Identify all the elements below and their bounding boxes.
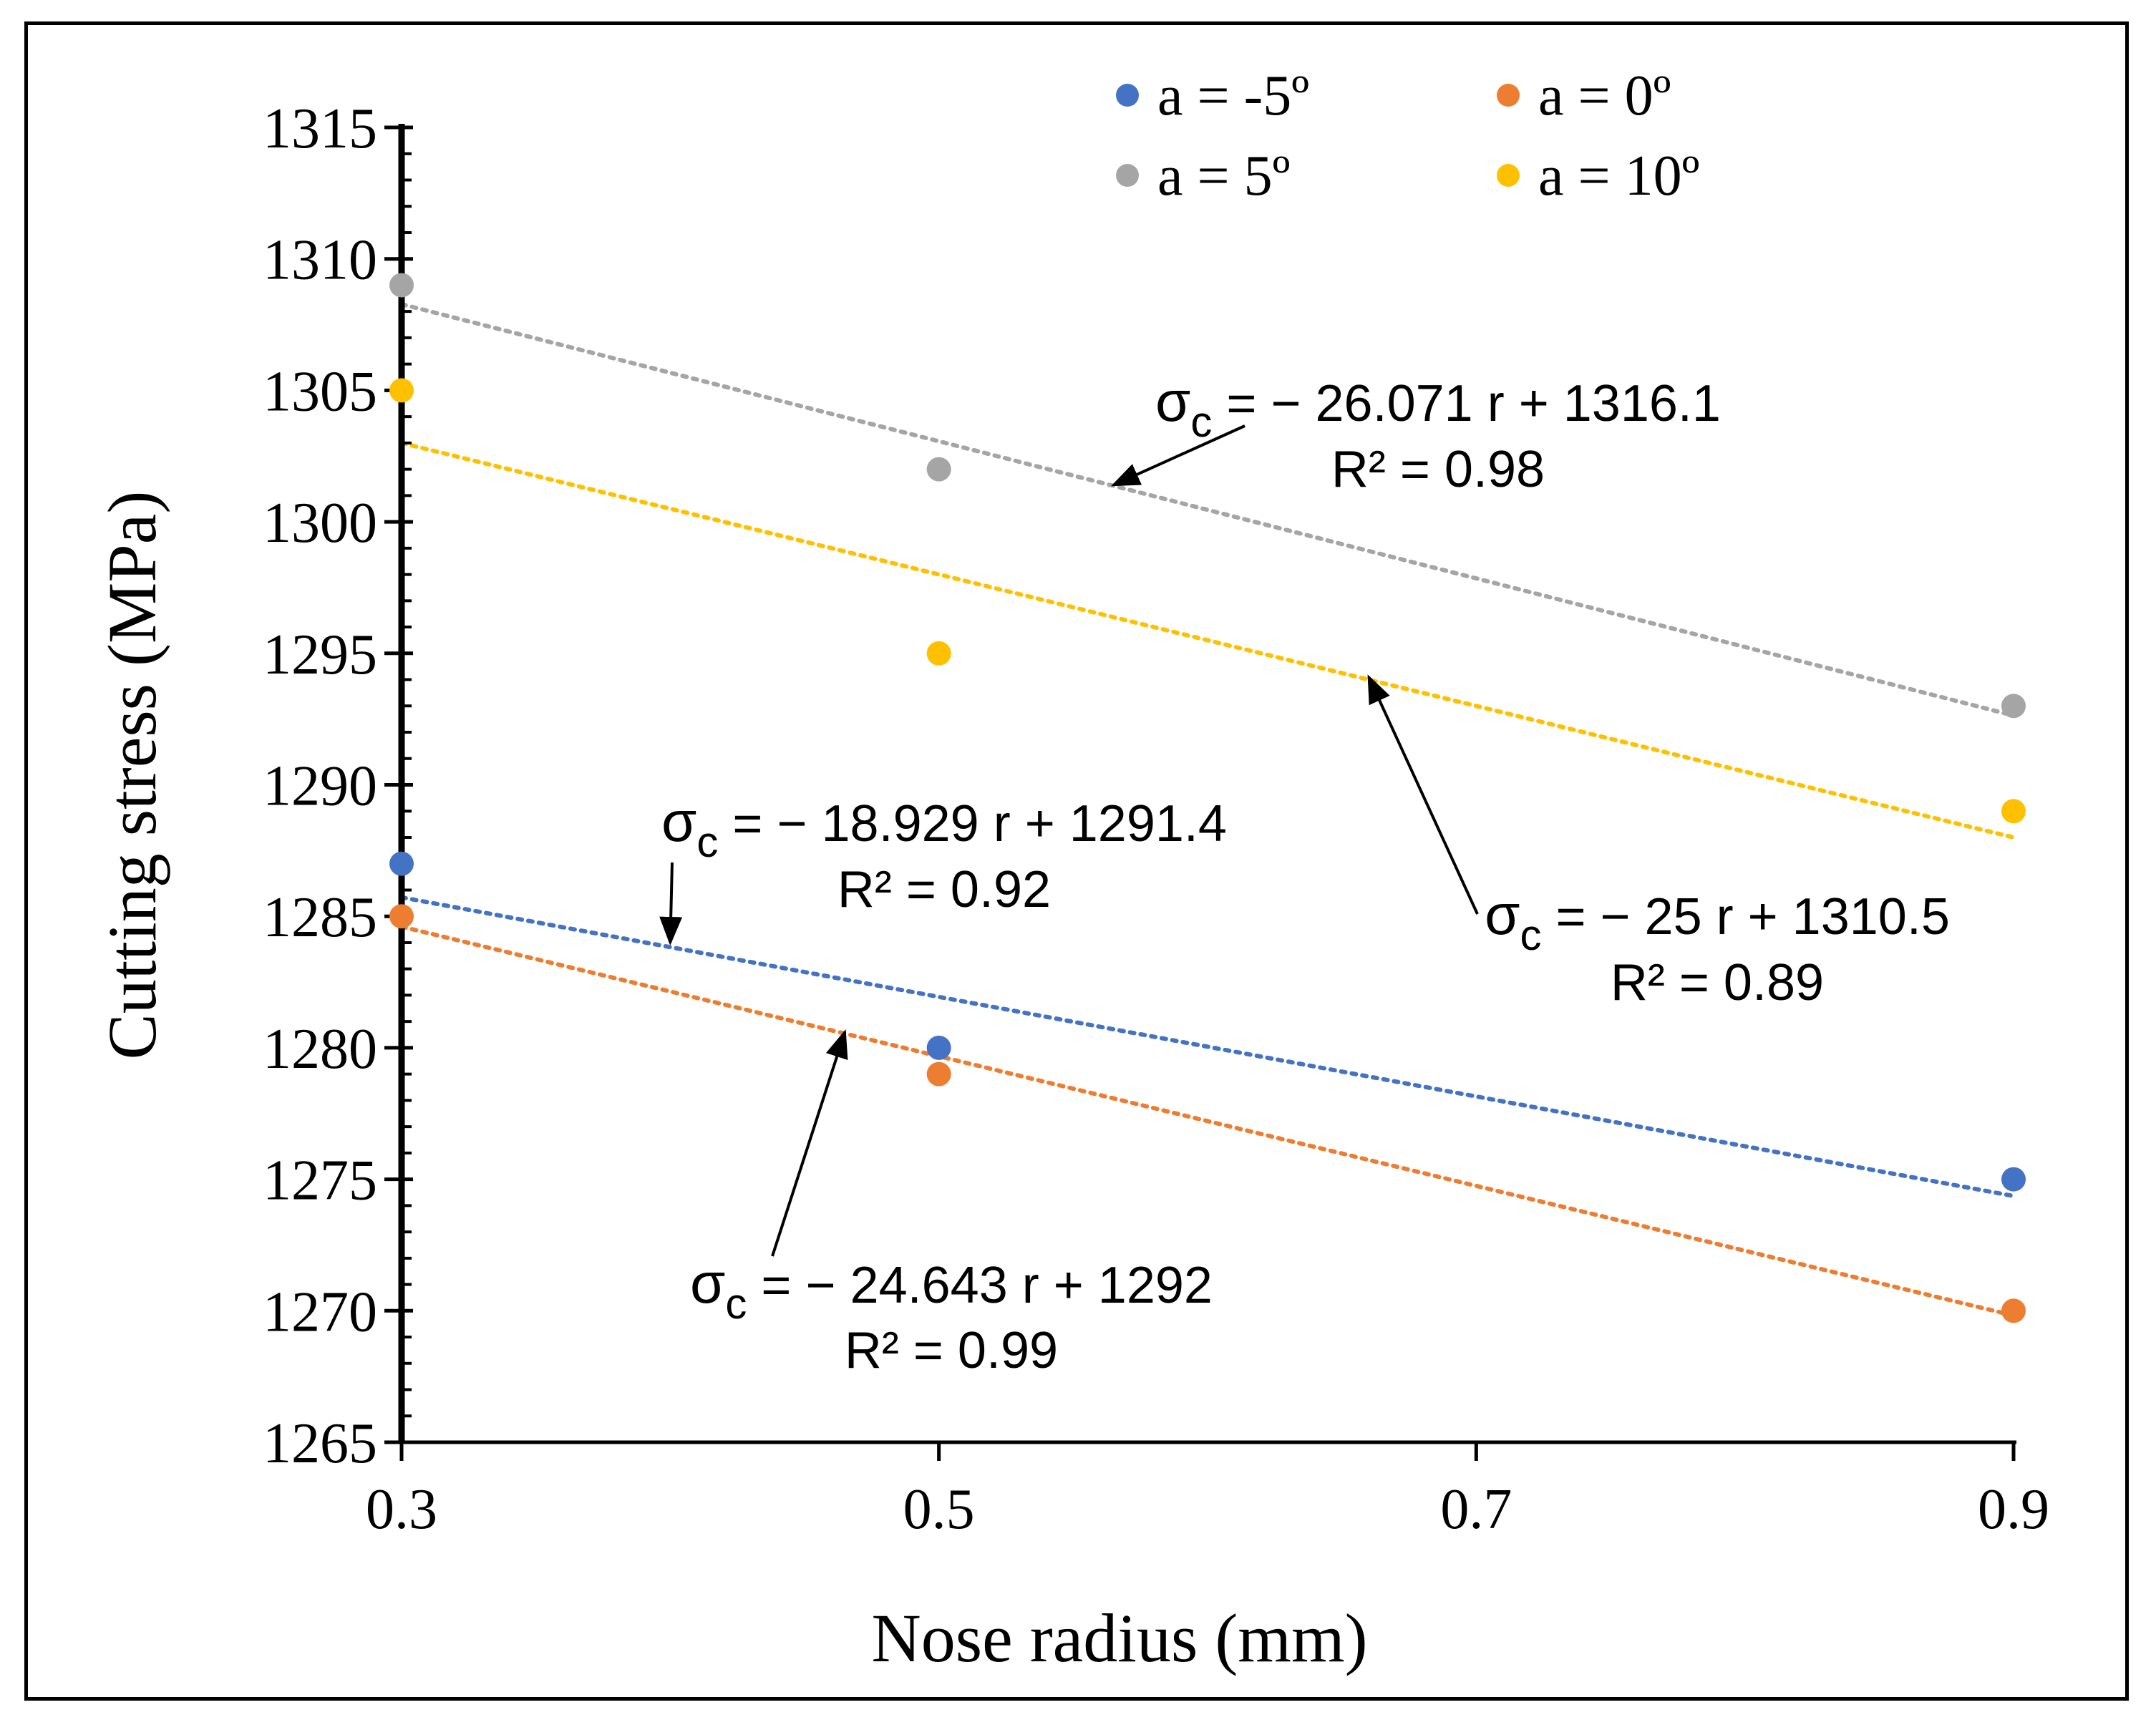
chart: 1265 1270 1275 1280 1285 1290 1295 1300 1305 1310… [94, 64, 2049, 1676]
y-tick-label: 1285 [263, 886, 377, 949]
annotation-arrow [1367, 674, 1479, 915]
legend-label: a = 10º [1538, 145, 1699, 208]
data-points [389, 273, 2026, 1323]
r-squared-label: R² = 0.92 [837, 861, 1051, 918]
legend: a = -5º a = 0º a = 5º a = 10º [1116, 64, 1699, 208]
data-point-series-2 [2001, 694, 2026, 719]
annotation-arrow [771, 1029, 848, 1257]
annotation-arrow [659, 862, 683, 946]
data-point-series-3 [926, 641, 951, 666]
y-tick-label: 1295 [263, 623, 377, 686]
trendline-series-1 [399, 924, 2016, 1318]
data-point-series-2 [926, 457, 951, 482]
trendline-series-2 [399, 301, 2016, 718]
legend-label: a = 0º [1538, 64, 1671, 127]
y-tick-label: 1290 [263, 755, 377, 818]
legend-label: a = -5º [1157, 64, 1309, 127]
y-tick-label: 1270 [263, 1280, 377, 1343]
y-tick-label: 1305 [263, 360, 377, 423]
r-squared-label: R² = 0.89 [1611, 954, 1824, 1011]
data-point-series-1 [926, 1061, 951, 1087]
data-point-series-0 [926, 1035, 951, 1060]
y-tick-label: 1315 [263, 97, 377, 160]
y-axis-title: Cutting stress (MPa) [94, 491, 170, 1060]
data-point-series-0 [2001, 1167, 2026, 1192]
equation-label: σc = − 18.929 r + 1291.4 [661, 789, 1227, 866]
equation-label: σc = − 24.643 r + 1292 [690, 1251, 1213, 1328]
data-point-series-0 [389, 851, 414, 876]
trendline-series-0 [399, 895, 2016, 1198]
equation-label: σc = − 25 r + 1310.5 [1485, 883, 1950, 959]
y-tick-label: 1265 [263, 1412, 377, 1475]
r-squared-label: R² = 0.99 [845, 1322, 1058, 1379]
figure-frame: 1265 1270 1275 1280 1285 1290 1295 1300 1305 1310… [24, 21, 2129, 1701]
legend-label: a = 5º [1157, 145, 1290, 208]
y-tick-label: 1275 [263, 1150, 377, 1212]
x-tick-label: 0.7 [1440, 1478, 1512, 1541]
axes: 1265 1270 1275 1280 1285 1290 1295 1300 1305 1310… [263, 97, 2049, 1541]
data-point-series-2 [389, 273, 414, 298]
annotation-arrow [1110, 424, 1245, 487]
legend-marker [1497, 164, 1520, 187]
x-tick-label: 0.3 [366, 1478, 437, 1541]
legend-marker [1497, 84, 1520, 107]
x-tick-label: 0.9 [1978, 1478, 2049, 1541]
x-axis-title: Nose radius (mm) [871, 1600, 1367, 1676]
legend-marker [1116, 164, 1139, 187]
r-squared-label: R² = 0.98 [1331, 441, 1545, 498]
y-tick-label: 1300 [263, 492, 377, 555]
x-tick-label: 0.5 [903, 1478, 975, 1541]
data-point-series-3 [389, 378, 414, 403]
y-tick-label: 1280 [263, 1018, 377, 1081]
data-point-series-3 [2001, 799, 2026, 824]
trendline-series-3 [399, 440, 2016, 840]
data-point-series-1 [2001, 1298, 2026, 1323]
equation-label: σc = − 26.071 r + 1316.1 [1155, 369, 1721, 446]
y-tick-label: 1310 [263, 229, 377, 292]
legend-marker [1116, 84, 1139, 107]
trendlines [399, 301, 2016, 1318]
annotations: σc = − 26.071 r + 1316.1R² = 0.98 σc = − … [659, 369, 1950, 1379]
data-point-series-1 [389, 904, 414, 929]
